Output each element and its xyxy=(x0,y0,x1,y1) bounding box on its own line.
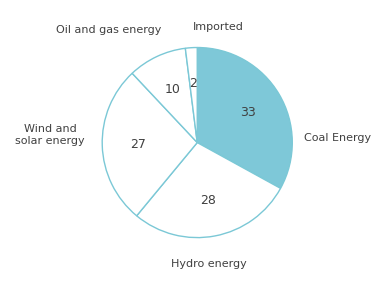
Wedge shape xyxy=(197,48,292,188)
Text: 33: 33 xyxy=(240,106,256,119)
Text: 10: 10 xyxy=(164,83,180,96)
Text: Imported: Imported xyxy=(193,22,244,31)
Text: Coal Energy: Coal Energy xyxy=(304,133,371,143)
Text: 27: 27 xyxy=(131,138,146,151)
Wedge shape xyxy=(137,143,280,238)
Wedge shape xyxy=(102,73,197,216)
Text: Wind and
solar energy: Wind and solar energy xyxy=(15,124,85,146)
Text: 2: 2 xyxy=(190,77,198,90)
Text: Oil and gas energy: Oil and gas energy xyxy=(56,26,161,35)
Wedge shape xyxy=(132,48,197,143)
Wedge shape xyxy=(185,48,197,143)
Text: Hydro energy: Hydro energy xyxy=(171,259,247,269)
Text: 28: 28 xyxy=(200,194,216,207)
